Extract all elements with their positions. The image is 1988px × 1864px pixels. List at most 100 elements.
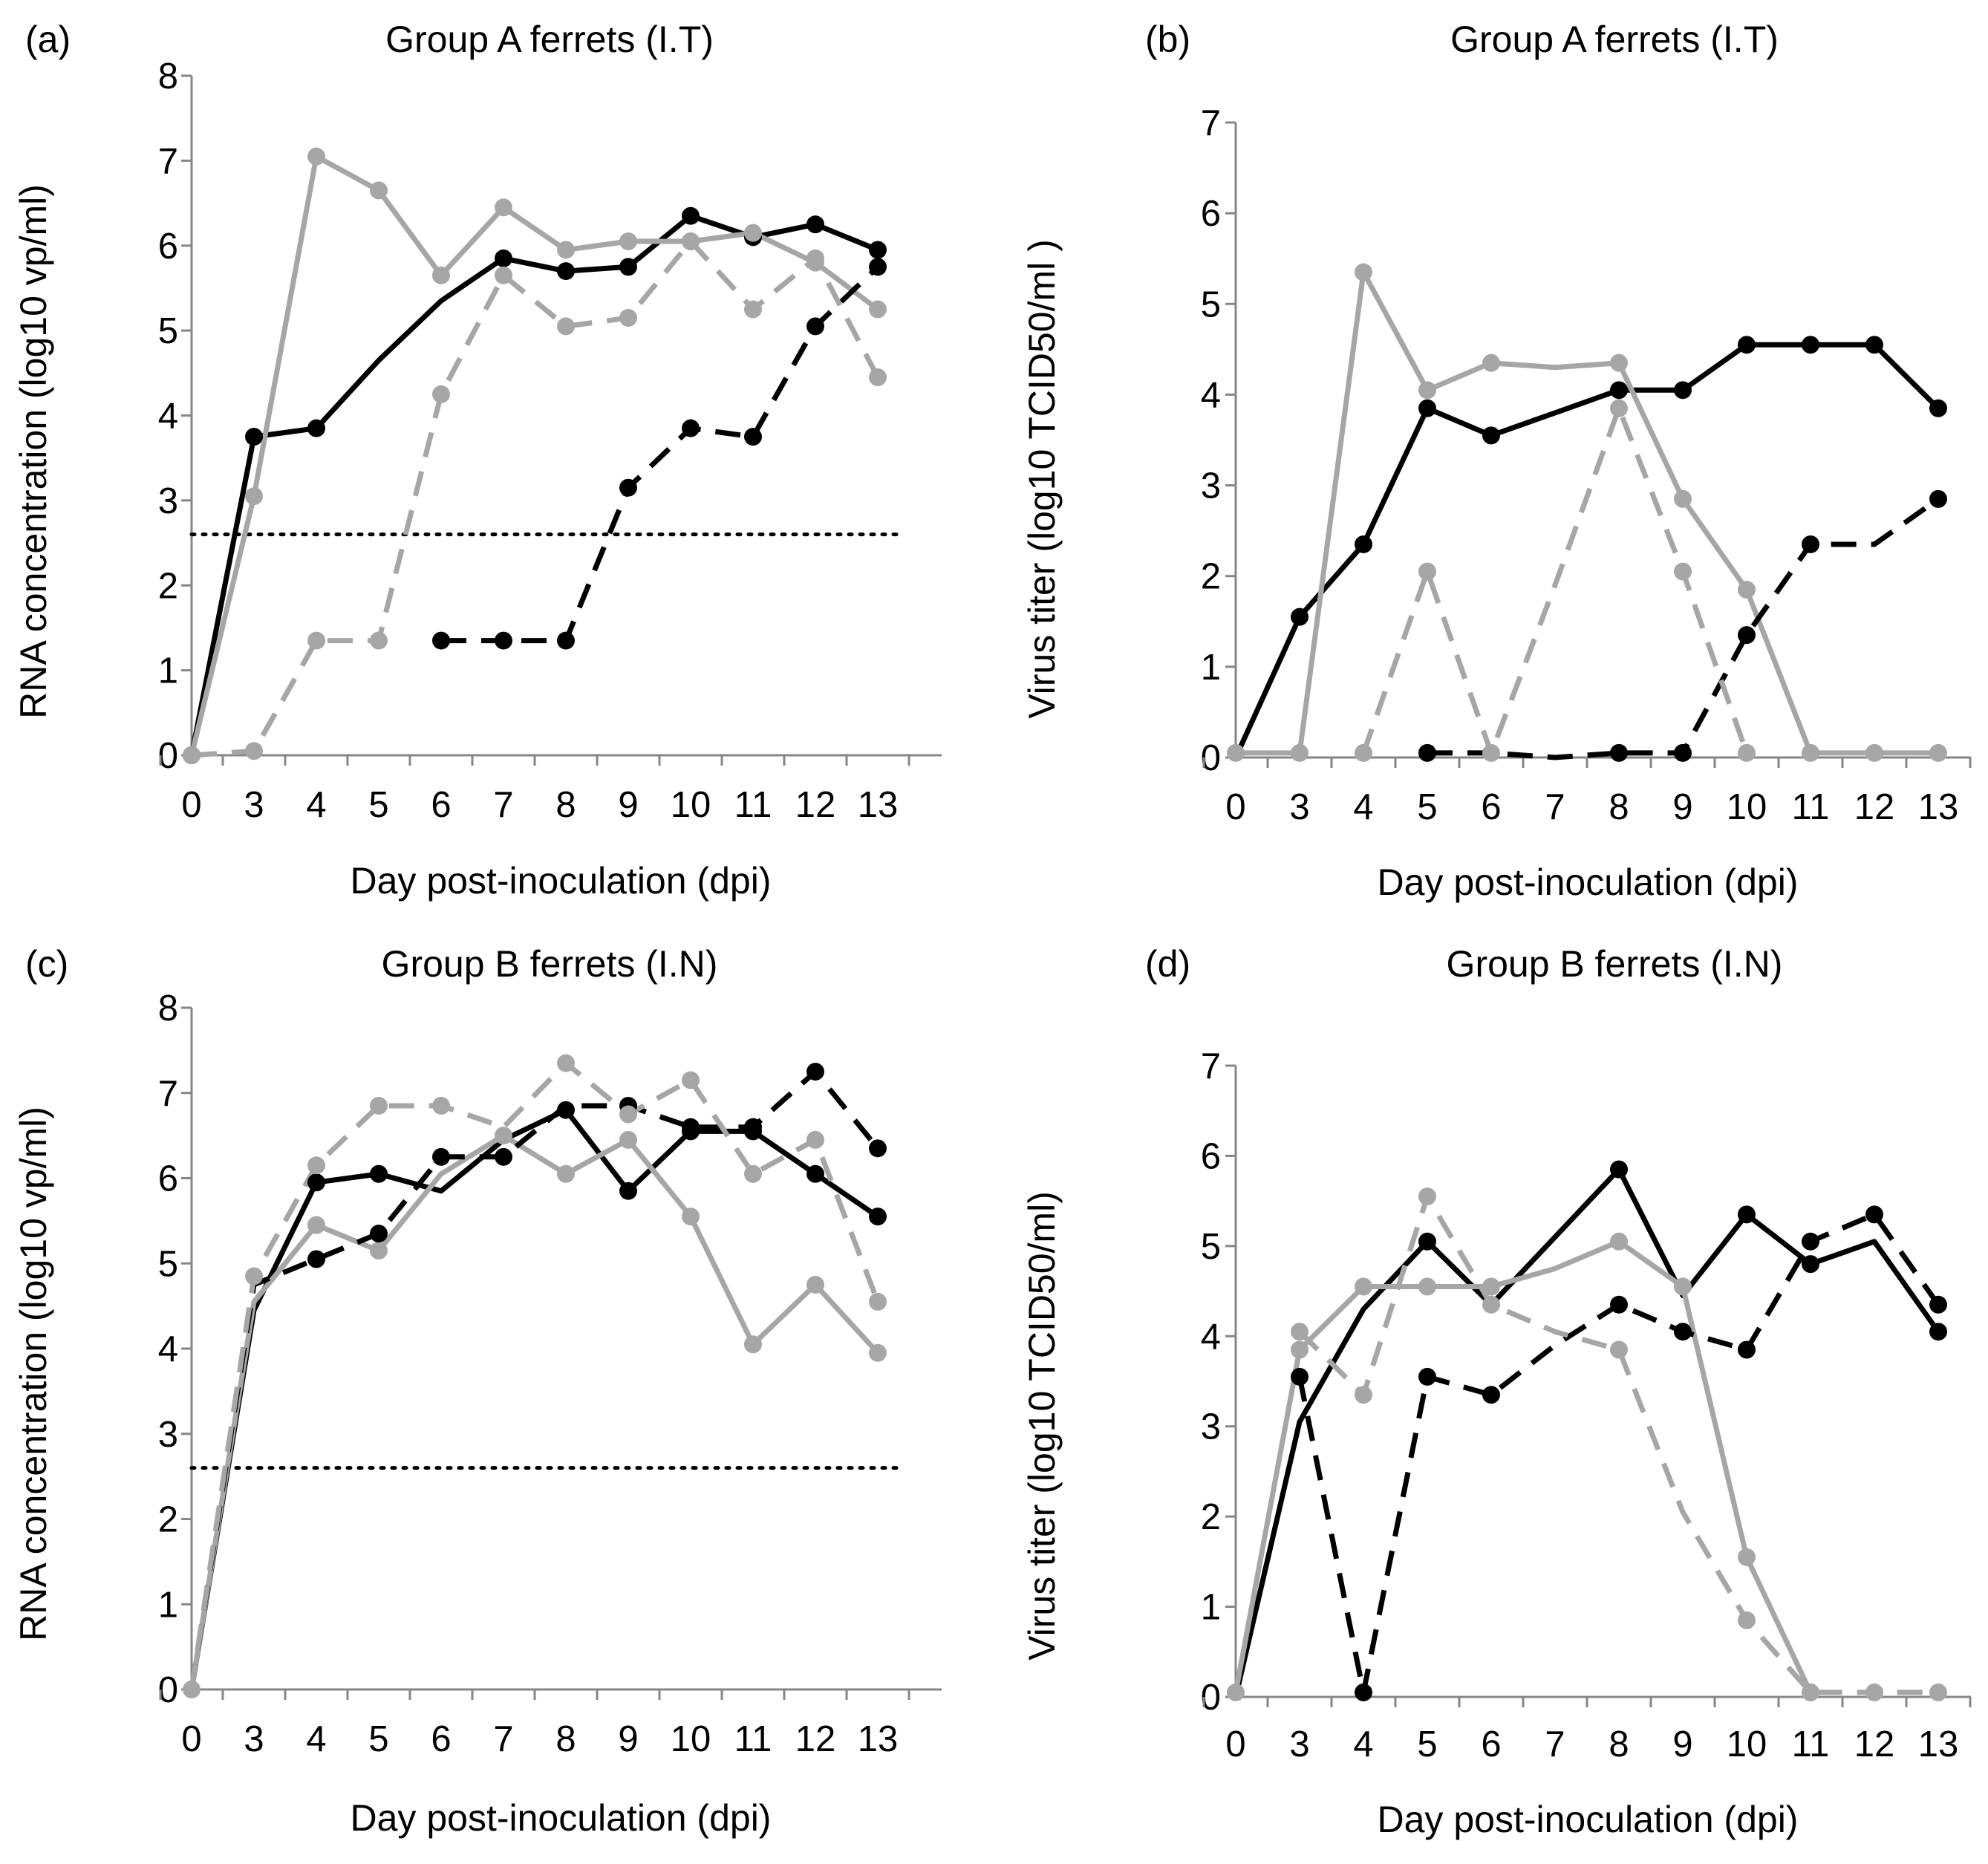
series-3-point: [744, 300, 762, 319]
x-tick-label: 3: [244, 1719, 264, 1759]
series-3-point: [245, 742, 263, 760]
x-tick-label: 7: [493, 1719, 513, 1759]
series-1-point: [1291, 743, 1309, 762]
y-tick-label: 3: [1201, 1407, 1221, 1447]
series-2-point: [1738, 1340, 1756, 1359]
x-tick-label: 12: [795, 1719, 836, 1759]
x-tick-label: 13: [1918, 787, 1959, 827]
series-3-point: [1355, 743, 1372, 762]
series-1-point: [619, 232, 637, 251]
y-tick-label: 5: [158, 1244, 178, 1284]
series-3-point: [307, 1156, 325, 1175]
series-0-point: [1865, 336, 1883, 354]
series-0-point: [1355, 535, 1372, 553]
series-3-point: [806, 249, 824, 267]
panel-title: Group B ferrets (I.N): [382, 943, 718, 985]
series-0-point: [1610, 381, 1628, 400]
series-2-point: [307, 1250, 325, 1268]
series-0-line: [189, 213, 879, 756]
series-1-point: [869, 1343, 887, 1362]
series-3-point: [1610, 1340, 1628, 1359]
series-3-point: [1355, 1386, 1372, 1404]
panel-b: (b) Group A ferrets (I.T) Virus titer (l…: [994, 0, 1987, 932]
series-1-point: [1227, 743, 1245, 762]
series-3-point: [869, 368, 887, 387]
x-tick-label: 8: [555, 785, 576, 825]
series-3-point: [1738, 1611, 1756, 1629]
series-2-point: [1291, 1367, 1309, 1386]
series-0-point: [682, 206, 700, 225]
series-2-point: [432, 1147, 450, 1166]
series-1-point: [557, 241, 575, 259]
series-1-point: [1482, 353, 1500, 372]
series-1-point: [1610, 353, 1628, 372]
x-tick-label: 10: [1727, 1724, 1767, 1764]
series-2-point: [806, 1063, 824, 1081]
panel-c: (c) Group B ferrets (I.N) RNA concentrat…: [0, 932, 994, 1864]
series-0-point: [806, 1164, 824, 1183]
series-2-point: [869, 1139, 887, 1158]
series-1-line: [189, 154, 880, 756]
panel-d-chart: (d) Group B ferrets (I.N) Virus titer (l…: [1021, 943, 1972, 1840]
series-3-point: [370, 1096, 388, 1115]
series-0-point: [370, 1164, 388, 1183]
series-2-point: [1802, 1232, 1819, 1251]
x-tick-label: 7: [1545, 787, 1565, 827]
series-1-point: [370, 1242, 388, 1260]
series-2-point: [1610, 1295, 1628, 1314]
series-3-point: [432, 1096, 450, 1115]
series-1-point: [1418, 381, 1436, 400]
series-1-line: [1233, 1239, 1813, 1694]
x-tick-label: 3: [1289, 787, 1309, 827]
series-3-point: [183, 746, 201, 764]
x-tick-label: 11: [1792, 787, 1830, 827]
series-2-point: [1355, 1683, 1372, 1701]
x-tick-label: 13: [858, 1719, 899, 1759]
y-tick-label: 2: [158, 566, 178, 606]
series-3-point: [1802, 1683, 1819, 1701]
series-3-point: [1482, 743, 1500, 762]
series-0-point: [1482, 426, 1500, 445]
x-tick-label: 10: [671, 1719, 711, 1759]
series-2-point: [1929, 489, 1947, 508]
y-tick-label: 7: [1201, 103, 1221, 143]
y-tick-label: 8: [158, 988, 178, 1029]
series-2-point: [432, 631, 450, 650]
series-1-point: [307, 1216, 325, 1234]
panel-label: (d): [1145, 943, 1190, 985]
y-tick-label: 6: [158, 227, 178, 267]
series-2-line: [189, 1069, 880, 1690]
series-1-point: [495, 1127, 512, 1145]
y-tick-label: 7: [158, 1074, 178, 1114]
x-tick-label: 10: [671, 785, 711, 825]
x-tick-label: 0: [181, 785, 201, 825]
x-axis-label: Day post-inoculation (dpi): [351, 1797, 772, 1839]
y-tick-label: 1: [1201, 1588, 1221, 1628]
series-3-point: [370, 631, 388, 650]
series-3-point: [744, 1164, 762, 1183]
x-tick-label: 4: [306, 785, 326, 825]
series-0-line: [1233, 342, 1940, 759]
series-0-point: [557, 262, 575, 281]
y-tick-label: 3: [1201, 466, 1221, 506]
x-tick-label: 8: [1609, 787, 1629, 827]
series-0-point: [1929, 399, 1947, 417]
series-2-point: [744, 428, 762, 446]
x-tick-label: 4: [306, 1719, 326, 1759]
y-tick-label: 1: [158, 1585, 178, 1625]
x-tick-label: 5: [368, 1719, 388, 1759]
series-1-point: [869, 300, 887, 319]
x-tick-label: 9: [1672, 787, 1692, 827]
x-tick-label: 4: [1353, 787, 1373, 827]
series-1-point: [1610, 1232, 1628, 1251]
series-0-point: [1802, 1255, 1819, 1274]
panel-a: (a) Group A ferrets (I.T) RNA concentrat…: [0, 0, 994, 932]
x-tick-label: 9: [1672, 1724, 1692, 1764]
series-2-point: [1738, 626, 1756, 645]
series-3-point: [557, 317, 575, 336]
series-1-point: [806, 1275, 824, 1294]
series-1-point: [557, 1164, 575, 1183]
